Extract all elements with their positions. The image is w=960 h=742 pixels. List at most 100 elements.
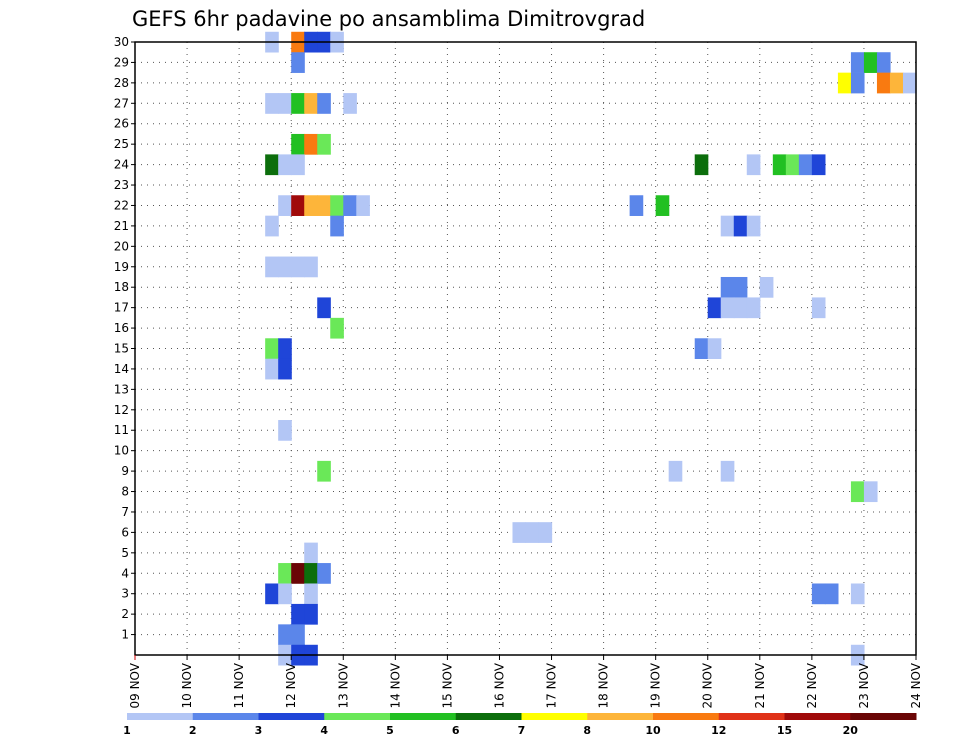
colorbar-label: 12 <box>711 724 726 737</box>
precip-cell <box>850 52 865 73</box>
y-tick-label: 29 <box>114 55 129 69</box>
precip-cell <box>525 522 540 543</box>
precip-cell <box>304 256 318 278</box>
precip-cell <box>278 93 292 114</box>
y-tick-label: 18 <box>114 280 129 294</box>
y-tick-label: 7 <box>121 505 129 519</box>
precip-cell <box>291 195 305 216</box>
precip-cell <box>330 215 344 237</box>
y-tick-label: 9 <box>121 464 129 478</box>
precip-cell <box>720 460 735 482</box>
y-tick-label: 12 <box>114 403 129 417</box>
precip-cell <box>291 256 305 278</box>
precip-cell <box>655 195 670 216</box>
x-tick-label: 22 NOV <box>805 662 819 708</box>
precip-cell <box>668 460 683 482</box>
precip-cell <box>265 256 279 278</box>
precip-cell <box>824 583 839 605</box>
precip-cell <box>343 195 357 216</box>
y-tick-label: 4 <box>121 566 129 580</box>
precip-cell <box>798 154 813 176</box>
x-tick-label: 23 NOV <box>857 662 871 708</box>
precip-cell <box>720 215 735 237</box>
precip-cell <box>291 603 305 625</box>
precip-cell <box>291 133 305 155</box>
colorbar-label: 6 <box>452 724 460 737</box>
precip-cell <box>278 195 292 216</box>
colorbar-label: 2 <box>189 724 197 737</box>
precip-cell <box>746 154 761 176</box>
y-tick-label: 13 <box>114 382 129 396</box>
y-tick-label: 30 <box>114 35 129 49</box>
precip-cell <box>694 154 709 176</box>
precip-cell <box>785 154 800 176</box>
precip-cell <box>707 297 722 319</box>
precip-cell <box>317 133 331 155</box>
y-tick-label: 11 <box>114 423 129 437</box>
precip-cell <box>538 522 553 543</box>
precip-cell <box>278 256 292 278</box>
precip-cell <box>291 624 305 646</box>
y-tick-label: 2 <box>121 607 129 621</box>
y-tick-label: 22 <box>114 198 129 212</box>
x-tick-label: 13 NOV <box>336 662 350 708</box>
precip-cell <box>304 563 318 584</box>
y-tick-label: 20 <box>114 239 129 253</box>
precip-cell <box>811 297 826 319</box>
precip-cell <box>772 154 787 176</box>
precip-cell <box>278 338 292 360</box>
precip-cell <box>317 195 331 216</box>
precip-cell <box>733 215 748 237</box>
precip-cell <box>304 133 318 155</box>
y-tick-label: 25 <box>114 137 129 151</box>
precip-cell <box>746 297 761 319</box>
precip-cell <box>278 583 292 605</box>
x-tick-label: 10 NOV <box>180 662 194 708</box>
colorbar-swatch <box>653 713 720 720</box>
y-tick-label: 26 <box>114 117 129 131</box>
precip-cell <box>863 52 878 73</box>
y-tick-label: 15 <box>114 342 129 356</box>
colorbar-label: 20 <box>843 724 859 737</box>
precip-cell <box>265 93 279 114</box>
x-tick-label: 11 NOV <box>232 662 246 708</box>
y-axis-ticks: 1234567891011121314151617181920212223242… <box>114 35 135 642</box>
precip-cell <box>265 338 279 360</box>
precip-cell <box>317 297 331 319</box>
precip-cell <box>304 542 318 564</box>
grid-lines <box>134 41 917 655</box>
precip-cell <box>733 276 748 298</box>
colorbar-swatch <box>258 713 325 720</box>
x-tick-label: 15 NOV <box>440 662 454 708</box>
colorbar-swatch <box>718 713 785 720</box>
x-axis-ticks: 09 NOV 10 NOV 11 NOV 12 NOV 13 NOV 14 NOV 15 N… <box>128 655 923 709</box>
x-tick-label: 09 NOV <box>128 662 142 708</box>
y-tick-label: 14 <box>114 362 129 376</box>
colorbar-swatch <box>127 713 194 720</box>
colorbar-swatch <box>324 713 391 720</box>
precip-cell <box>291 154 305 176</box>
colorbar-label: 4 <box>320 724 328 737</box>
y-tick-label: 28 <box>114 76 129 90</box>
y-tick-label: 16 <box>114 321 129 335</box>
precip-cell <box>278 624 292 646</box>
y-tick-label: 23 <box>114 178 129 192</box>
x-tick-label: 17 NOV <box>545 662 559 708</box>
colorbar-swatch <box>455 713 522 720</box>
colorbar-swatch <box>521 713 588 720</box>
precip-cell <box>850 481 865 503</box>
colorbar-label: 1 <box>123 724 131 737</box>
precip-cell <box>304 603 318 625</box>
precip-cell <box>720 297 735 319</box>
precip-cell <box>278 563 292 584</box>
precip-cell <box>876 72 891 94</box>
precip-cell <box>343 93 357 114</box>
y-tick-label: 21 <box>114 219 129 233</box>
precip-cell <box>317 460 331 482</box>
precip-cell <box>304 583 318 605</box>
precip-cell <box>291 563 305 584</box>
precip-cell <box>265 154 279 176</box>
precip-cell <box>265 358 279 380</box>
x-tick-label: 18 NOV <box>597 662 611 708</box>
y-tick-label: 19 <box>114 260 129 274</box>
